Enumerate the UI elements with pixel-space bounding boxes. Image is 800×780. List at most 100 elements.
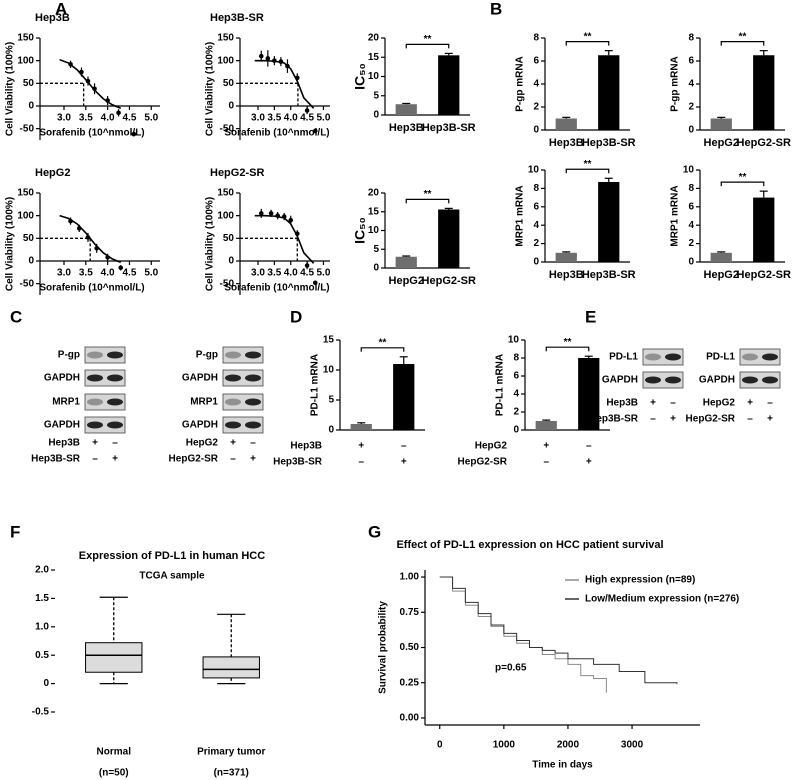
y-tick-label: 0.75 bbox=[400, 607, 420, 618]
blot-band bbox=[107, 374, 123, 382]
blot-strip bbox=[84, 369, 126, 387]
blot-label: GAPDH bbox=[44, 420, 80, 431]
blot-band bbox=[225, 398, 241, 406]
x-tick-label: HepG2 bbox=[704, 269, 739, 281]
blot-band bbox=[107, 421, 123, 429]
y-tick-label: 20 bbox=[368, 188, 380, 199]
y-tick-label: 10 bbox=[368, 71, 380, 82]
y-axis-label: P-gp mRNA bbox=[670, 56, 681, 112]
y-axis-label: MRP1 mRNA bbox=[670, 185, 681, 246]
blot-strip bbox=[642, 371, 684, 389]
y-axis-label: Cell Viability (100%) bbox=[5, 197, 16, 291]
x-tick-label: 4.5 bbox=[300, 268, 314, 279]
legend-label: High expression (n=89) bbox=[585, 575, 695, 586]
blot-label: GAPDH bbox=[602, 375, 638, 386]
panel-label: F bbox=[10, 522, 20, 541]
condition-sign: + bbox=[112, 454, 118, 465]
condition-sign: + bbox=[358, 441, 364, 452]
chart-title: Hep3B-SR bbox=[210, 12, 264, 24]
blot-band bbox=[87, 374, 103, 382]
blot-band bbox=[245, 351, 261, 359]
blot-label: GAPDH bbox=[699, 375, 735, 386]
x-tick-label: 1000 bbox=[493, 740, 516, 751]
y-tick-label: 10 bbox=[508, 335, 520, 346]
significance-bracket bbox=[405, 198, 450, 204]
y-tick-label: 0 bbox=[373, 263, 379, 274]
significance-label: ** bbox=[739, 31, 747, 42]
y-tick-label: -0.5 bbox=[32, 707, 50, 718]
blot-band bbox=[107, 351, 123, 359]
significance-bracket bbox=[565, 168, 610, 174]
bar bbox=[598, 181, 620, 262]
x-tick-label: 5.0 bbox=[144, 113, 158, 124]
x-tick-label: 3000 bbox=[621, 740, 644, 751]
bar bbox=[555, 118, 577, 130]
chart-title: HepG2 bbox=[35, 167, 70, 179]
y-tick-label: 20 bbox=[368, 33, 380, 44]
x-tick-label: 3.0 bbox=[57, 113, 71, 124]
blot-strip bbox=[84, 393, 126, 411]
panel-label: B bbox=[490, 0, 502, 18]
y-tick-label: 6 bbox=[513, 371, 519, 382]
bar bbox=[438, 209, 460, 268]
data-point bbox=[278, 59, 284, 64]
blot-band bbox=[87, 421, 103, 429]
y-tick-label: -50 bbox=[20, 278, 35, 289]
y-tick-label: 100 bbox=[217, 210, 234, 221]
bar bbox=[393, 364, 415, 430]
blot-strip bbox=[739, 348, 781, 366]
condition-label: HepG2 bbox=[186, 438, 219, 449]
y-axis-label: IC₅₀ bbox=[352, 63, 368, 90]
condition-sign: + bbox=[767, 414, 773, 425]
condition-sign: – bbox=[358, 457, 364, 468]
data-point bbox=[116, 110, 121, 116]
blot-band bbox=[245, 374, 261, 382]
condition-sign: – bbox=[401, 441, 407, 452]
y-tick-label: 4 bbox=[533, 79, 539, 90]
significance-label: ** bbox=[424, 34, 432, 45]
y-tick-label: -50 bbox=[220, 278, 235, 289]
data-point bbox=[312, 280, 318, 286]
data-point bbox=[76, 226, 82, 231]
condition-sign: + bbox=[586, 457, 592, 468]
x-tick-label: 5.0 bbox=[144, 268, 158, 279]
bar bbox=[395, 256, 417, 268]
chart-title: Hep3B bbox=[35, 12, 70, 24]
survival-curve bbox=[439, 576, 678, 685]
y-tick-label: 50 bbox=[223, 233, 235, 244]
y-tick-label: 100 bbox=[17, 55, 34, 66]
x-tick-label: 4.5 bbox=[300, 113, 314, 124]
data-point bbox=[294, 75, 300, 81]
data-point bbox=[268, 211, 274, 216]
y-tick-label: 0 bbox=[373, 110, 379, 121]
y-tick-label: 6 bbox=[533, 56, 539, 67]
blot-label: PD-L1 bbox=[706, 352, 735, 363]
data-point bbox=[68, 218, 73, 224]
y-tick-label: 10 bbox=[368, 225, 380, 236]
y-axis-label: Cell Viability (100%) bbox=[205, 42, 216, 136]
y-tick-label: 150 bbox=[17, 33, 34, 44]
y-tick-label: 10 bbox=[528, 165, 540, 176]
condition-sign: – bbox=[586, 441, 592, 452]
y-tick-label: 8 bbox=[533, 33, 539, 44]
y-tick-label: 1.00 bbox=[400, 572, 420, 583]
y-tick-label: 6 bbox=[688, 201, 694, 212]
y-tick-label: 6 bbox=[533, 201, 539, 212]
blot-band bbox=[225, 351, 241, 359]
y-axis-label: MRP1 mRNA bbox=[515, 185, 526, 246]
blot-strip bbox=[84, 346, 126, 364]
significance-label: ** bbox=[739, 172, 747, 183]
y-tick-label: 8 bbox=[688, 183, 694, 194]
bar bbox=[555, 252, 577, 262]
x-tick-label: 5.0 bbox=[317, 113, 331, 124]
y-tick-label: 0 bbox=[43, 678, 49, 689]
data-point bbox=[294, 231, 300, 237]
blot-band bbox=[665, 353, 681, 361]
blot-strip bbox=[222, 346, 264, 364]
x-tick-label: HepG2 bbox=[389, 275, 424, 287]
y-tick-label: 4 bbox=[533, 220, 539, 231]
condition-sign: + bbox=[92, 438, 98, 449]
data-point bbox=[312, 128, 318, 134]
bar bbox=[578, 358, 600, 430]
x-tick-label: 5.0 bbox=[317, 268, 331, 279]
